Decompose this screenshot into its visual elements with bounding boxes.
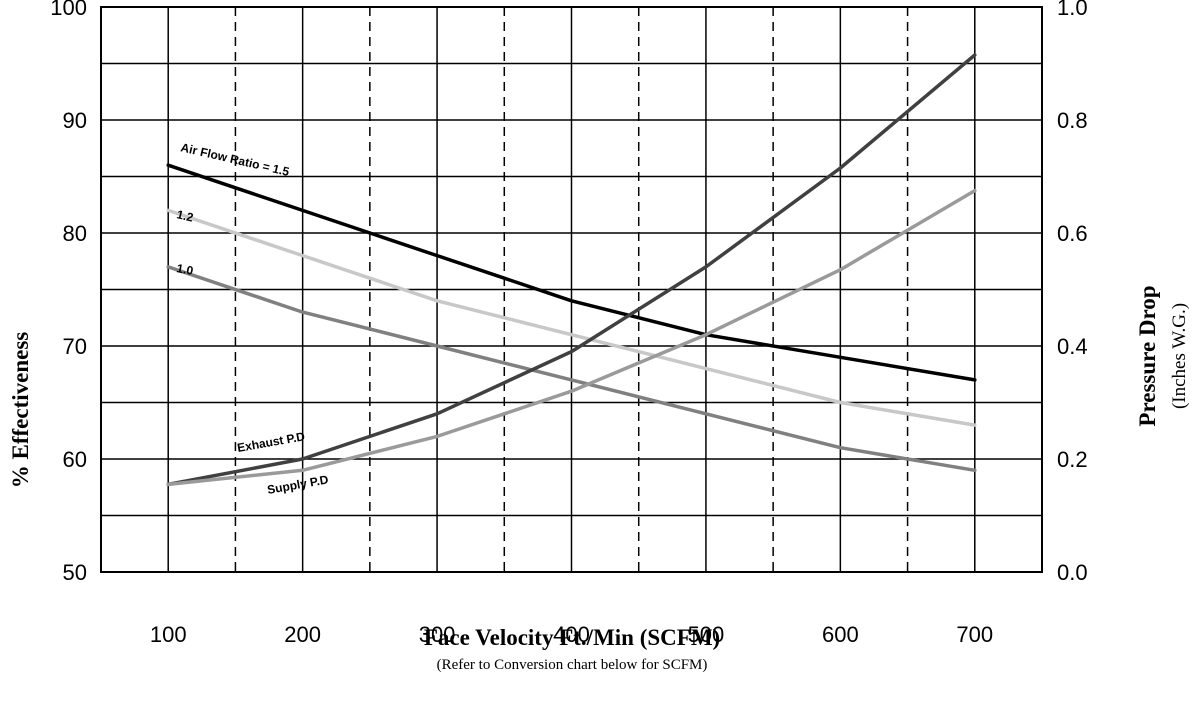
series-layer bbox=[166, 53, 977, 487]
series-line-2 bbox=[166, 265, 977, 473]
y-right-tick-label: 0.8 bbox=[1057, 108, 1088, 133]
x-tick-label: 100 bbox=[150, 622, 187, 647]
x-tick-label: 200 bbox=[284, 622, 321, 647]
series-label-supply-pd: Supply P.D bbox=[266, 472, 330, 497]
y-left-tick-label: 70 bbox=[63, 334, 87, 359]
y-right-tick-label: 1.0 bbox=[1057, 0, 1088, 20]
y-left-tick-label: 60 bbox=[63, 447, 87, 472]
y-right-tick-label: 0.6 bbox=[1057, 221, 1088, 246]
x-axis-note: (Refer to Conversion chart below for SCF… bbox=[437, 657, 708, 673]
y-right-tick-label: 0.4 bbox=[1057, 334, 1088, 359]
x-axis-title: Face Velocity Ft./Min (SCFM) bbox=[424, 625, 720, 650]
y-right-tick-label: 0.2 bbox=[1057, 447, 1088, 472]
y-left-tick-label: 100 bbox=[50, 0, 87, 20]
series-line-0 bbox=[166, 163, 977, 382]
y-right-tick-label: 0.0 bbox=[1057, 560, 1088, 585]
x-tick-label: 600 bbox=[822, 622, 859, 647]
y-left-axis-title: % Effectiveness bbox=[8, 332, 33, 489]
x-tick-label: 400 bbox=[553, 622, 590, 647]
series-line-3 bbox=[166, 53, 977, 487]
y-right-axis-subtitle: (Inches W.G.) bbox=[1169, 303, 1190, 409]
y-right-axis-title: Pressure Drop bbox=[1135, 285, 1160, 426]
series-line-4 bbox=[166, 188, 977, 487]
y-left-tick-label: 50 bbox=[63, 560, 87, 585]
series-label-ratio-1-0: 1.0 bbox=[175, 261, 194, 278]
plot-frame bbox=[100, 6, 1043, 573]
y-left-tick-label: 80 bbox=[63, 221, 87, 246]
series-label-ratio-1-2: 1.2 bbox=[175, 207, 195, 224]
series-label-exhaust-pd: Exhaust P.D bbox=[236, 429, 306, 455]
series-line-1 bbox=[166, 208, 977, 427]
ticks-layer: 100 200 300 400 500 600 700 50 60 70 80 90 100 0.0 0.2… bbox=[50, 0, 1087, 647]
x-tick-label: 300 bbox=[419, 622, 456, 647]
y-left-tick-label: 90 bbox=[63, 108, 87, 133]
grid bbox=[100, 6, 1043, 573]
x-tick-label: 700 bbox=[956, 622, 993, 647]
x-tick-label: 500 bbox=[688, 622, 725, 647]
